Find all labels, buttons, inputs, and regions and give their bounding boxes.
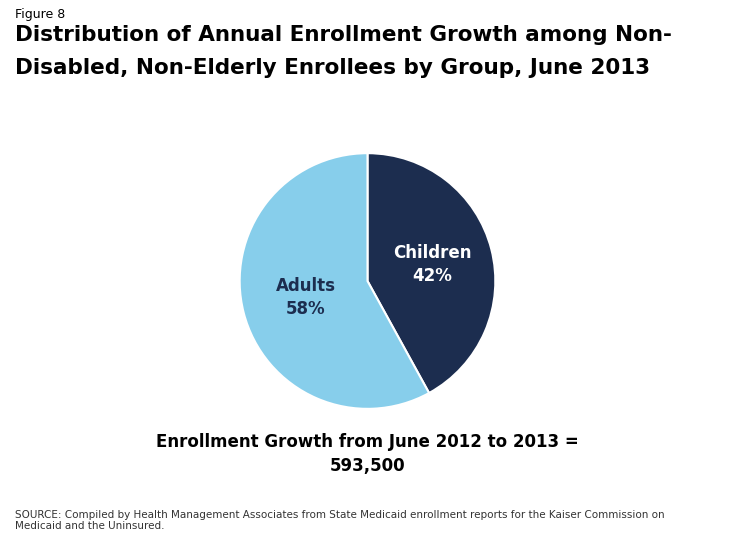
Text: FOUNDATION: FOUNDATION — [658, 533, 698, 538]
Text: Enrollment Growth from June 2012 to 2013 =: Enrollment Growth from June 2012 to 2013… — [156, 433, 579, 451]
Text: KAISER: KAISER — [654, 507, 702, 521]
Wedge shape — [368, 153, 495, 393]
Text: SOURCE: Compiled by Health Management Associates from State Medicaid enrollment : SOURCE: Compiled by Health Management As… — [15, 510, 664, 531]
Text: THE HENRY J.: THE HENRY J. — [658, 500, 698, 505]
Text: 593,500: 593,500 — [330, 457, 405, 476]
Text: Figure 8: Figure 8 — [15, 8, 65, 21]
Text: FAMILY: FAMILY — [655, 518, 701, 531]
Wedge shape — [240, 153, 429, 409]
Text: Children: Children — [392, 244, 471, 262]
Text: Adults: Adults — [276, 277, 336, 295]
Text: Disabled, Non-Elderly Enrollees by Group, June 2013: Disabled, Non-Elderly Enrollees by Group… — [15, 58, 650, 78]
Text: 58%: 58% — [286, 300, 326, 318]
Text: Distribution of Annual Enrollment Growth among Non-: Distribution of Annual Enrollment Growth… — [15, 25, 672, 45]
Text: 42%: 42% — [412, 267, 452, 285]
